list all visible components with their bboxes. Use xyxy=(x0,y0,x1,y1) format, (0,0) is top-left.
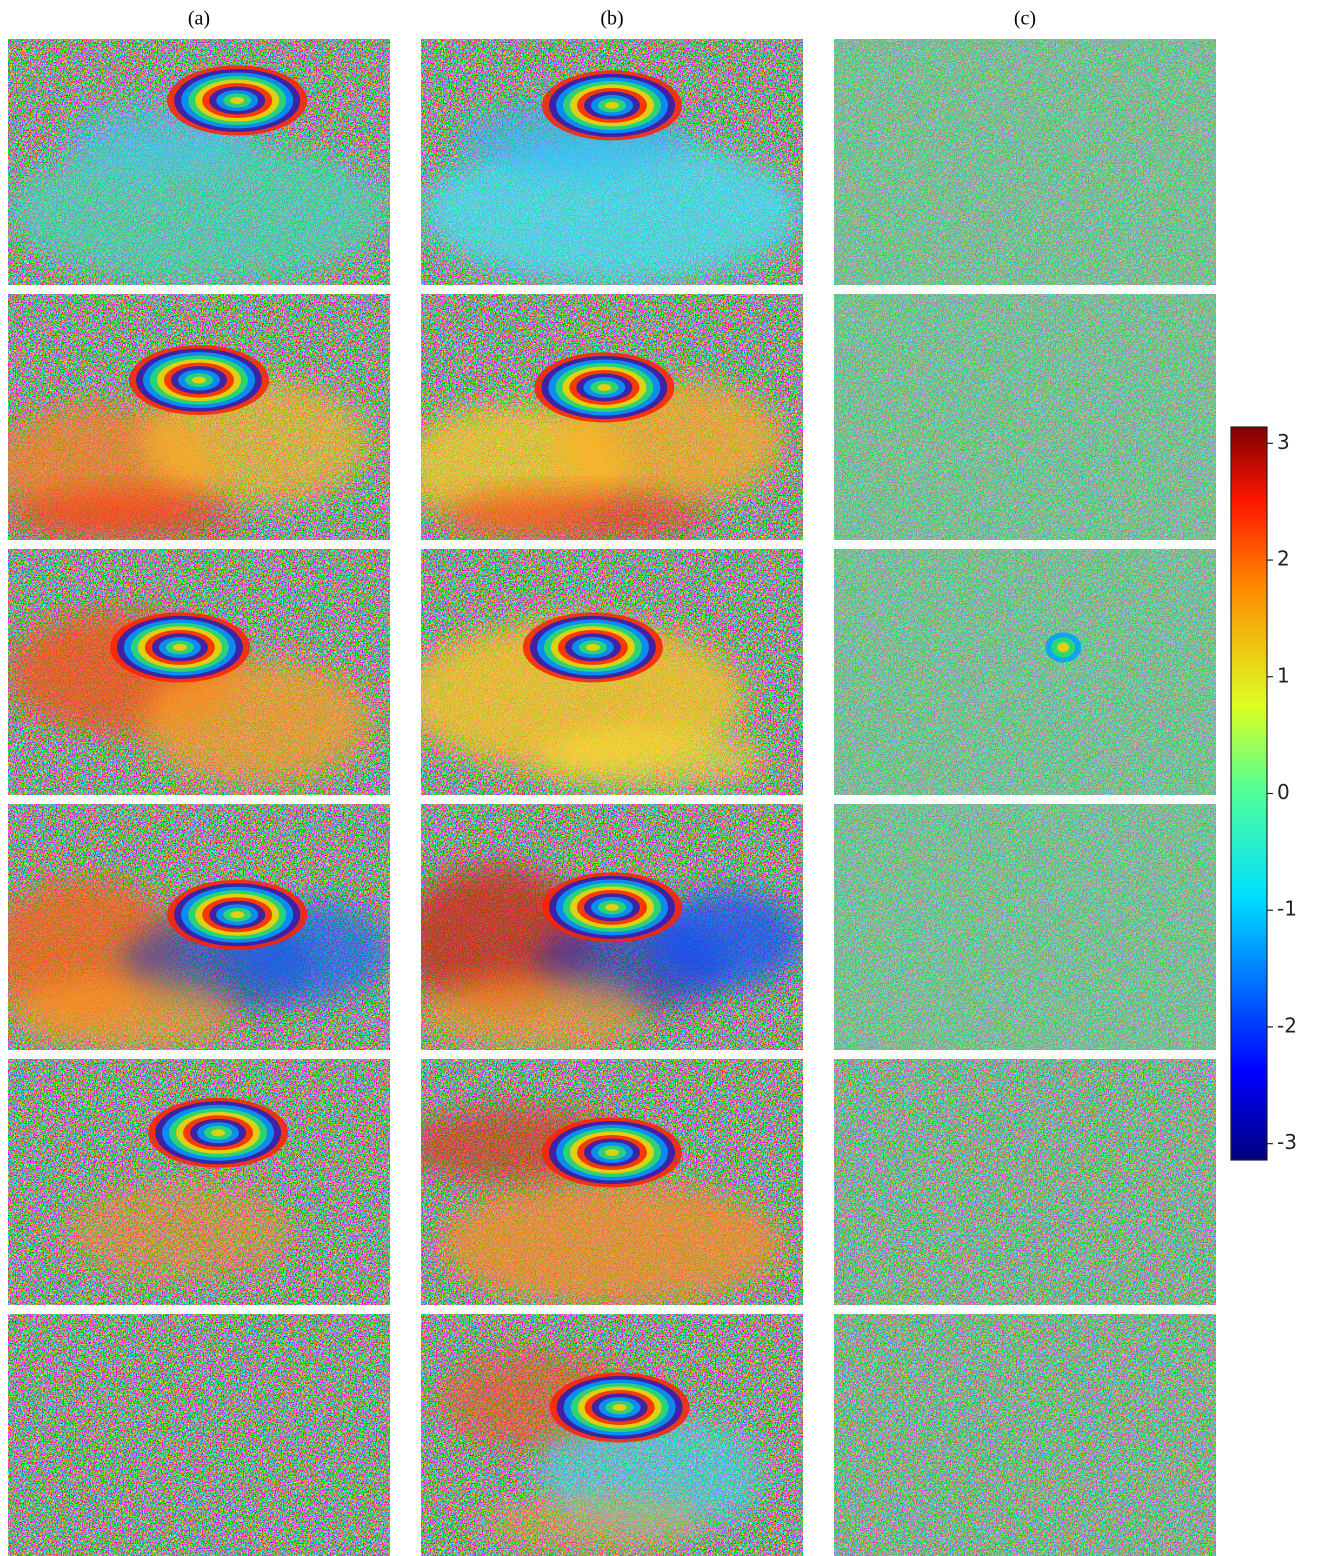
tick-label: 2 xyxy=(1277,547,1290,571)
panel-image xyxy=(8,294,390,540)
blob xyxy=(478,1493,708,1553)
tick-label: 1 xyxy=(1277,663,1290,687)
fringe xyxy=(172,643,187,651)
panel-image xyxy=(8,804,390,1050)
fringe xyxy=(605,1148,619,1156)
column-label: (c) xyxy=(1014,8,1036,30)
blob xyxy=(8,137,390,285)
fringe xyxy=(605,101,619,109)
blob xyxy=(650,890,803,989)
colorbar xyxy=(1230,426,1268,1161)
panel-image xyxy=(8,1314,390,1556)
panel-image xyxy=(421,549,803,795)
panel-image xyxy=(421,39,803,285)
blob xyxy=(440,1182,784,1305)
noise xyxy=(8,1314,390,1556)
fringe xyxy=(192,376,206,384)
blob xyxy=(8,976,238,1050)
fringe xyxy=(597,383,612,391)
tint xyxy=(834,804,1216,1050)
fringe xyxy=(211,1129,226,1137)
panel-image xyxy=(421,1314,803,1556)
blob xyxy=(65,1182,295,1281)
panel-image xyxy=(834,294,1216,540)
fringe xyxy=(585,643,600,651)
tint xyxy=(834,549,1216,795)
blob xyxy=(421,137,803,285)
fringe xyxy=(230,97,245,104)
tick-label: -3 xyxy=(1277,1130,1297,1154)
fringe xyxy=(612,1403,627,1411)
tint xyxy=(834,1059,1216,1305)
panel-image xyxy=(834,1314,1216,1556)
blob xyxy=(440,490,708,540)
tick-label: 0 xyxy=(1277,780,1290,804)
panel-image xyxy=(834,1059,1216,1305)
panel-image xyxy=(421,294,803,540)
noise xyxy=(834,1059,1216,1305)
blob xyxy=(535,728,765,788)
tick-label: 3 xyxy=(1277,430,1290,454)
fringe xyxy=(605,903,619,911)
panel-image xyxy=(834,39,1216,285)
panel-image xyxy=(8,1059,390,1305)
blob xyxy=(141,659,371,783)
tint xyxy=(834,294,1216,540)
panel-image xyxy=(421,1059,803,1305)
fringe xyxy=(1057,642,1070,653)
column-label: (a) xyxy=(188,8,210,30)
noise xyxy=(834,1314,1216,1556)
blob xyxy=(421,976,651,1050)
column-label: (b) xyxy=(600,8,623,30)
tick-label: -2 xyxy=(1277,1013,1297,1037)
panel-image xyxy=(8,549,390,795)
panel-image xyxy=(8,39,390,285)
panel-image xyxy=(834,804,1216,1050)
blob xyxy=(8,490,238,540)
tint xyxy=(834,39,1216,285)
panel-image xyxy=(421,804,803,1050)
fringe xyxy=(230,911,245,919)
tick-label: -1 xyxy=(1277,897,1297,921)
panel-image xyxy=(834,549,1216,795)
tint xyxy=(834,1314,1216,1556)
